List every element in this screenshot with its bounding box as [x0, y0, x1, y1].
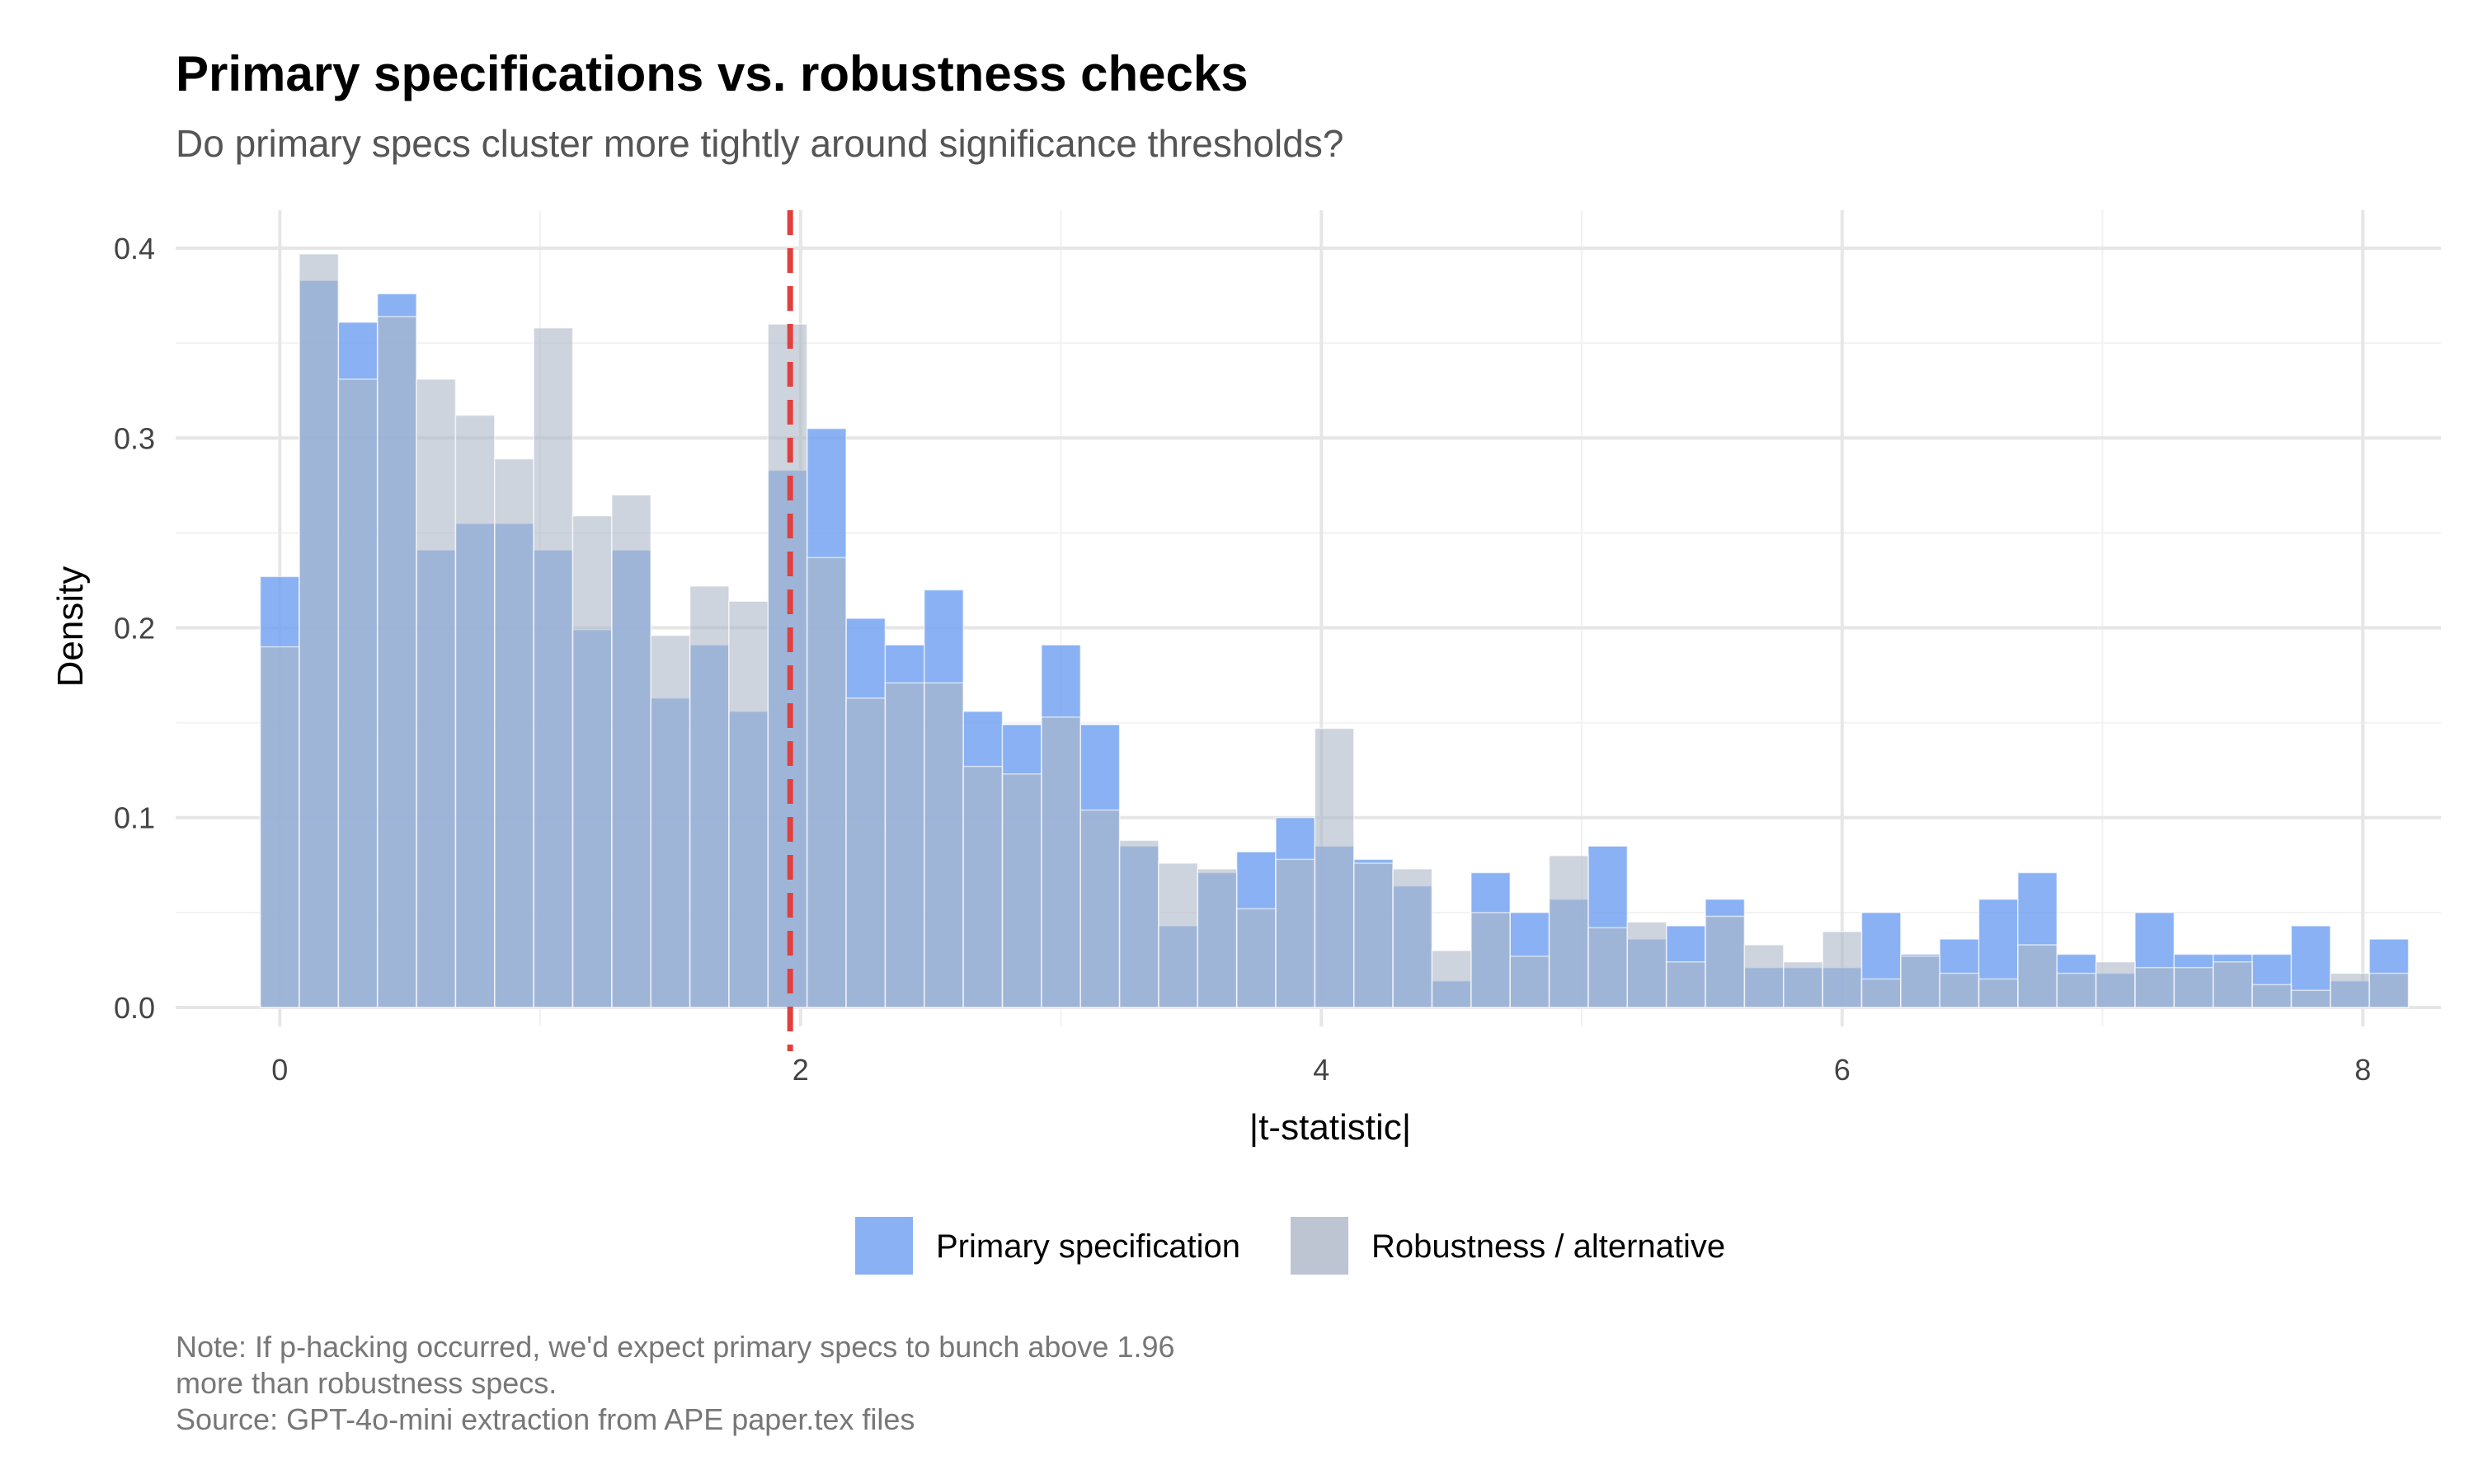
bar-robustness [1158, 862, 1199, 1008]
bar-robustness [689, 585, 730, 1008]
x-tick-label: 6 [1834, 1053, 1851, 1087]
bar-robustness [1431, 950, 1472, 1008]
bar-robustness [1314, 727, 1355, 1008]
bar-robustness [1665, 960, 1706, 1008]
bar-robustness [650, 634, 691, 1008]
robustness-bars [259, 253, 2410, 1008]
bar-robustness [1509, 956, 1550, 1008]
x-tick-label: 0 [271, 1053, 288, 1087]
legend-label-primary: Primary specification [936, 1228, 1240, 1265]
legend-key-robustness [1291, 1217, 1348, 1275]
bar-robustness [571, 514, 613, 1008]
y-tick-label: 0.2 [114, 612, 155, 646]
bar-robustness [1587, 927, 1629, 1008]
bar-robustness [2290, 989, 2331, 1008]
bar-robustness [1743, 944, 1785, 1008]
bar-robustness [454, 414, 496, 1008]
legend-label-robustness: Robustness / alternative [1371, 1228, 1725, 1265]
bar-robustness [416, 378, 457, 1008]
bar-robustness [2368, 972, 2410, 1008]
y-tick-label: 0.3 [114, 421, 155, 455]
bar-robustness [1197, 868, 1238, 1008]
y-tick-label: 0.0 [114, 991, 155, 1025]
bar-robustness [1235, 908, 1277, 1008]
x-tick-label: 8 [2354, 1053, 2371, 1087]
bar-robustness [1626, 921, 1667, 1008]
bar-robustness [494, 458, 534, 1008]
legend: Primary specification Robustness / alter… [855, 1217, 1725, 1275]
bar-robustness [884, 682, 925, 1008]
bar-robustness [533, 326, 574, 1008]
bar-robustness [1900, 956, 1940, 1008]
bar-robustness [2017, 944, 2058, 1008]
bar-robustness [1939, 972, 1980, 1008]
x-tick-label: 2 [793, 1053, 809, 1087]
bar-robustness [2134, 966, 2175, 1008]
bar-robustness [845, 697, 887, 1008]
bar-robustness [1548, 855, 1589, 1008]
bar-robustness [1822, 931, 1863, 1008]
bar-robustness [2056, 972, 2097, 1008]
bar-robustness [259, 646, 300, 1008]
bar-robustness [1782, 960, 1823, 1008]
bar-robustness [2095, 960, 2136, 1008]
x-tick-label: 4 [1313, 1053, 1329, 1087]
bar-robustness [2212, 960, 2253, 1008]
bar-robustness [1860, 978, 1902, 1008]
bar-robustness [1118, 839, 1159, 1008]
caption-line-3: Source: GPT-4o-mini extraction from APE … [176, 1402, 915, 1436]
chart-subtitle: Do primary specs cluster more tightly ar… [176, 122, 1343, 165]
y-axis-title: Density [50, 566, 91, 688]
bar-robustness [2251, 984, 2293, 1008]
bar-robustness [1041, 716, 1081, 1008]
y-tick-label: 0.4 [114, 232, 155, 265]
bar-robustness [1705, 915, 1746, 1008]
legend-key-primary [855, 1217, 913, 1275]
bar-robustness [1978, 978, 2019, 1008]
bar-robustness [611, 494, 651, 1008]
bar-robustness [299, 253, 340, 1008]
bar-robustness [2330, 972, 2370, 1008]
bar-robustness [806, 556, 847, 1008]
bar-robustness [962, 765, 1004, 1008]
y-tick-labels: 0.0 0.1 0.2 0.3 0.4 [114, 232, 155, 1025]
x-axis-title: |t-statistic| [1249, 1107, 1411, 1148]
chart-title: Primary specifications vs. robustness ch… [176, 46, 1249, 101]
bar-robustness [337, 378, 379, 1008]
y-tick-label: 0.1 [114, 801, 155, 835]
bar-robustness [924, 682, 964, 1008]
bar-robustness [1275, 858, 1316, 1008]
bar-robustness [1392, 868, 1433, 1008]
caption-line-1: Note: If p-hacking occurred, we'd expect… [176, 1330, 1175, 1364]
x-tick-labels: 0 2 4 6 8 [271, 1053, 2371, 1087]
bar-robustness [1001, 773, 1042, 1008]
bar-robustness [1353, 862, 1394, 1008]
bar-robustness [728, 600, 769, 1008]
bar-robustness [1079, 809, 1121, 1008]
bar-robustness [2173, 966, 2214, 1008]
caption-line-2: more than robustness specs. [176, 1366, 557, 1400]
bar-robustness [1470, 912, 1511, 1008]
bar-robustness [376, 316, 417, 1008]
